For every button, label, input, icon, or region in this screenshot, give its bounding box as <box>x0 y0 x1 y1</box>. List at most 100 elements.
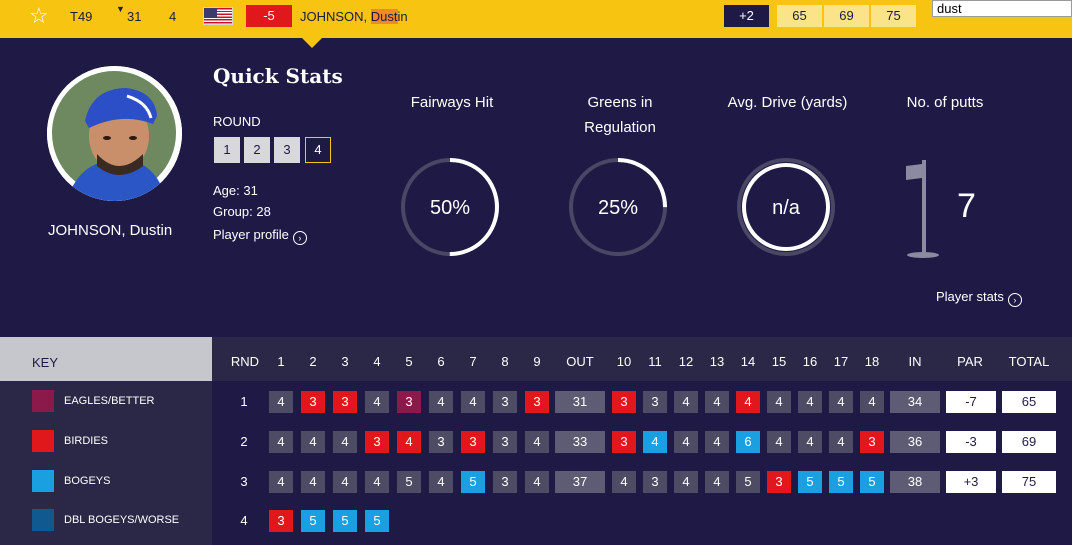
fairways-value: 50% <box>430 197 470 219</box>
hole-score: 4 <box>736 391 760 413</box>
out-total: 33 <box>555 431 605 453</box>
par-to-score: +3 <box>946 471 996 493</box>
header-hole: 6 <box>437 354 445 369</box>
row-pointer <box>302 38 322 48</box>
hole-score: 3 <box>525 391 549 413</box>
hole-score: 4 <box>397 431 421 453</box>
quick-stats-title: Quick Stats <box>213 64 343 88</box>
flag-icon <box>906 160 939 258</box>
hole-score: 5 <box>798 471 822 493</box>
round-total-score: 69 <box>1002 431 1056 453</box>
round-button-3[interactable]: 3 <box>274 137 300 163</box>
hole-score: 3 <box>643 471 667 493</box>
hole-score: 3 <box>493 431 517 453</box>
fairways-ring: 50% <box>401 158 499 256</box>
player-stats-link[interactable]: Player stats › <box>936 289 1022 307</box>
hole-score: 3 <box>643 391 667 413</box>
hole-score: 5 <box>461 471 485 493</box>
header-hole: 8 <box>501 354 509 369</box>
hole-score: 4 <box>829 391 853 413</box>
header-hole: 2 <box>309 354 317 369</box>
eagle-swatch <box>32 390 54 412</box>
round-score-3: 75 <box>871 5 916 27</box>
hole-score: 4 <box>333 431 357 453</box>
us-flag-icon <box>203 7 233 25</box>
out-total: 37 <box>555 471 605 493</box>
hole-score: 4 <box>461 391 485 413</box>
player-group: Group: 28 <box>213 204 271 219</box>
fairways-label: Fairways Hit <box>410 94 494 111</box>
hole-score: 4 <box>612 471 636 493</box>
player-name: JOHNSON, Dustin <box>48 222 173 239</box>
drive-label: Avg. Drive (yards) <box>727 94 848 111</box>
hole-score: 4 <box>829 431 853 453</box>
header-hole: 11 <box>648 354 662 369</box>
header-total: TOTAL <box>1008 354 1050 369</box>
round-total: +2 <box>724 5 769 27</box>
thru: 4 <box>169 9 177 24</box>
header-hole: 14 <box>740 354 756 369</box>
hole-score: 5 <box>829 471 853 493</box>
header-hole: 15 <box>771 354 787 369</box>
hole-score: 5 <box>333 510 357 532</box>
header-hole: 13 <box>709 354 725 369</box>
hole-score: 4 <box>365 391 389 413</box>
round-button-2[interactable]: 2 <box>244 137 270 163</box>
header-rnd: RND <box>230 354 260 369</box>
fairways-progress <box>401 158 499 256</box>
hole-score: 4 <box>767 431 791 453</box>
round-button-4[interactable]: 4 <box>305 137 331 163</box>
hole-score: 4 <box>429 391 453 413</box>
gir-label: Greens in Regulation <box>584 94 656 136</box>
round-total-score: 65 <box>1002 391 1056 413</box>
hole-score: 3 <box>767 471 791 493</box>
hole-score: 4 <box>798 431 822 453</box>
header-par: PAR <box>957 354 983 369</box>
hole-score: 3 <box>612 391 636 413</box>
hole-score: 3 <box>429 431 453 453</box>
search-input[interactable] <box>932 0 1072 17</box>
hole-score: 3 <box>301 391 325 413</box>
header-hole: 9 <box>533 354 541 369</box>
header-hole: 4 <box>373 354 381 369</box>
hole-score: 4 <box>365 471 389 493</box>
round-number: 1 <box>240 394 248 409</box>
scorecard-header <box>212 337 1072 381</box>
birdie-swatch <box>32 430 54 452</box>
hole-score: 4 <box>674 471 698 493</box>
player-profile-link[interactable]: Player profile › <box>213 227 307 245</box>
hole-score: 4 <box>301 431 325 453</box>
bogey-swatch <box>32 470 54 492</box>
round-number: 3 <box>240 474 248 489</box>
gir-progress <box>569 158 667 256</box>
drive-value: n/a <box>772 197 801 219</box>
score-badge: -5 <box>246 5 292 27</box>
round-button-1[interactable]: 1 <box>214 137 240 163</box>
hole-score: 4 <box>705 391 729 413</box>
key-item-bogeys: BOGEYS <box>32 470 110 492</box>
key-item-dbl-bogeys: DBL BOGEYS/WORSE <box>32 509 179 531</box>
out-total: 31 <box>555 391 605 413</box>
header-hole: 3 <box>341 354 349 369</box>
hole-score: 3 <box>860 431 884 453</box>
hole-score: 4 <box>429 471 453 493</box>
hole-score: 5 <box>736 471 760 493</box>
in-total: 36 <box>890 431 940 453</box>
position: T49 <box>70 9 93 24</box>
hole-score: 3 <box>333 391 357 413</box>
movement: 31 <box>127 9 142 24</box>
header-hole: 1 <box>277 354 285 369</box>
hole-score: 3 <box>269 510 293 532</box>
down-arrow-icon: ▼ <box>116 4 125 14</box>
leaderboard-row[interactable]: ☆ T49 ▼ 31 4 -5 JOHNSON, Dustin +2 65 69… <box>0 0 1072 38</box>
header-hole: 12 <box>678 354 694 369</box>
hole-score: 4 <box>705 471 729 493</box>
player-name-top: JOHNSON, Dustin <box>300 9 408 24</box>
header-hole: 10 <box>616 354 632 369</box>
hole-score: 4 <box>674 431 698 453</box>
star-icon[interactable]: ☆ <box>29 3 49 28</box>
chevron-right-icon: › <box>1007 293 1022 307</box>
hole-score: 4 <box>333 471 357 493</box>
round-score-1: 65 <box>777 5 822 27</box>
header-hole: 5 <box>405 354 413 369</box>
